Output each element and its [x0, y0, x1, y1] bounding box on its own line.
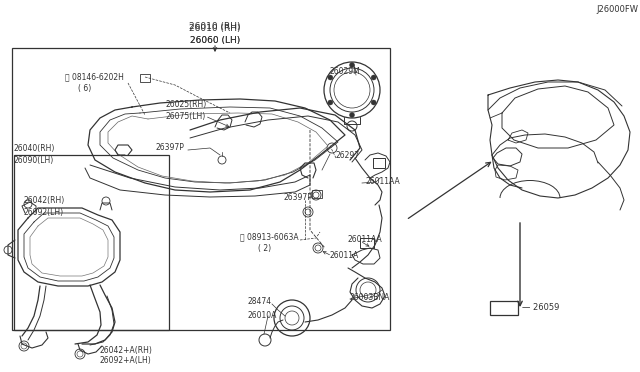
Text: 26060 (LH): 26060 (LH): [190, 35, 240, 45]
Bar: [360, 238, 374, 248]
Text: ( 2): ( 2): [258, 244, 271, 253]
Circle shape: [371, 100, 376, 105]
Text: 26297: 26297: [335, 151, 359, 160]
Text: 26060 (LH): 26060 (LH): [190, 35, 240, 45]
Circle shape: [371, 75, 376, 80]
Text: — 26059: — 26059: [522, 304, 559, 312]
Text: 26397P: 26397P: [283, 192, 312, 202]
Text: 28474: 28474: [248, 298, 272, 307]
Circle shape: [328, 75, 333, 80]
Text: 26397P: 26397P: [155, 144, 184, 153]
Text: 26011AA: 26011AA: [365, 177, 400, 186]
Text: J26000FW: J26000FW: [596, 6, 638, 15]
Text: 26011AA: 26011AA: [348, 235, 383, 244]
Text: 26075(LH): 26075(LH): [165, 112, 205, 121]
Text: 26092(LH): 26092(LH): [23, 208, 63, 217]
Text: 26040(RH): 26040(RH): [14, 144, 56, 153]
Text: ( 6): ( 6): [78, 83, 92, 93]
Circle shape: [349, 112, 355, 118]
Text: 26025(RH): 26025(RH): [165, 100, 206, 109]
Bar: [140, 74, 150, 82]
Text: ⓝ 08913-6063A: ⓝ 08913-6063A: [240, 232, 299, 241]
Text: 26092+A(LH): 26092+A(LH): [100, 356, 152, 365]
Text: 26010 (RH): 26010 (RH): [189, 23, 241, 32]
Text: 26042+A(RH): 26042+A(RH): [100, 346, 153, 355]
Text: Ⓑ 08146-6202H: Ⓑ 08146-6202H: [65, 73, 124, 81]
Bar: [14, 155, 169, 330]
Circle shape: [328, 100, 333, 105]
Bar: [373, 158, 385, 168]
Bar: [12, 48, 390, 330]
Text: 26003BNA: 26003BNA: [350, 294, 390, 302]
Text: 26029M: 26029M: [330, 67, 361, 77]
Text: 26011A: 26011A: [330, 250, 359, 260]
Text: 26042(RH): 26042(RH): [23, 196, 64, 205]
Bar: [490, 301, 518, 315]
Text: 26010 (RH): 26010 (RH): [189, 22, 241, 32]
Bar: [312, 190, 322, 198]
Text: 26010A: 26010A: [248, 311, 277, 320]
Text: 26090(LH): 26090(LH): [14, 155, 54, 164]
Circle shape: [349, 62, 355, 67]
